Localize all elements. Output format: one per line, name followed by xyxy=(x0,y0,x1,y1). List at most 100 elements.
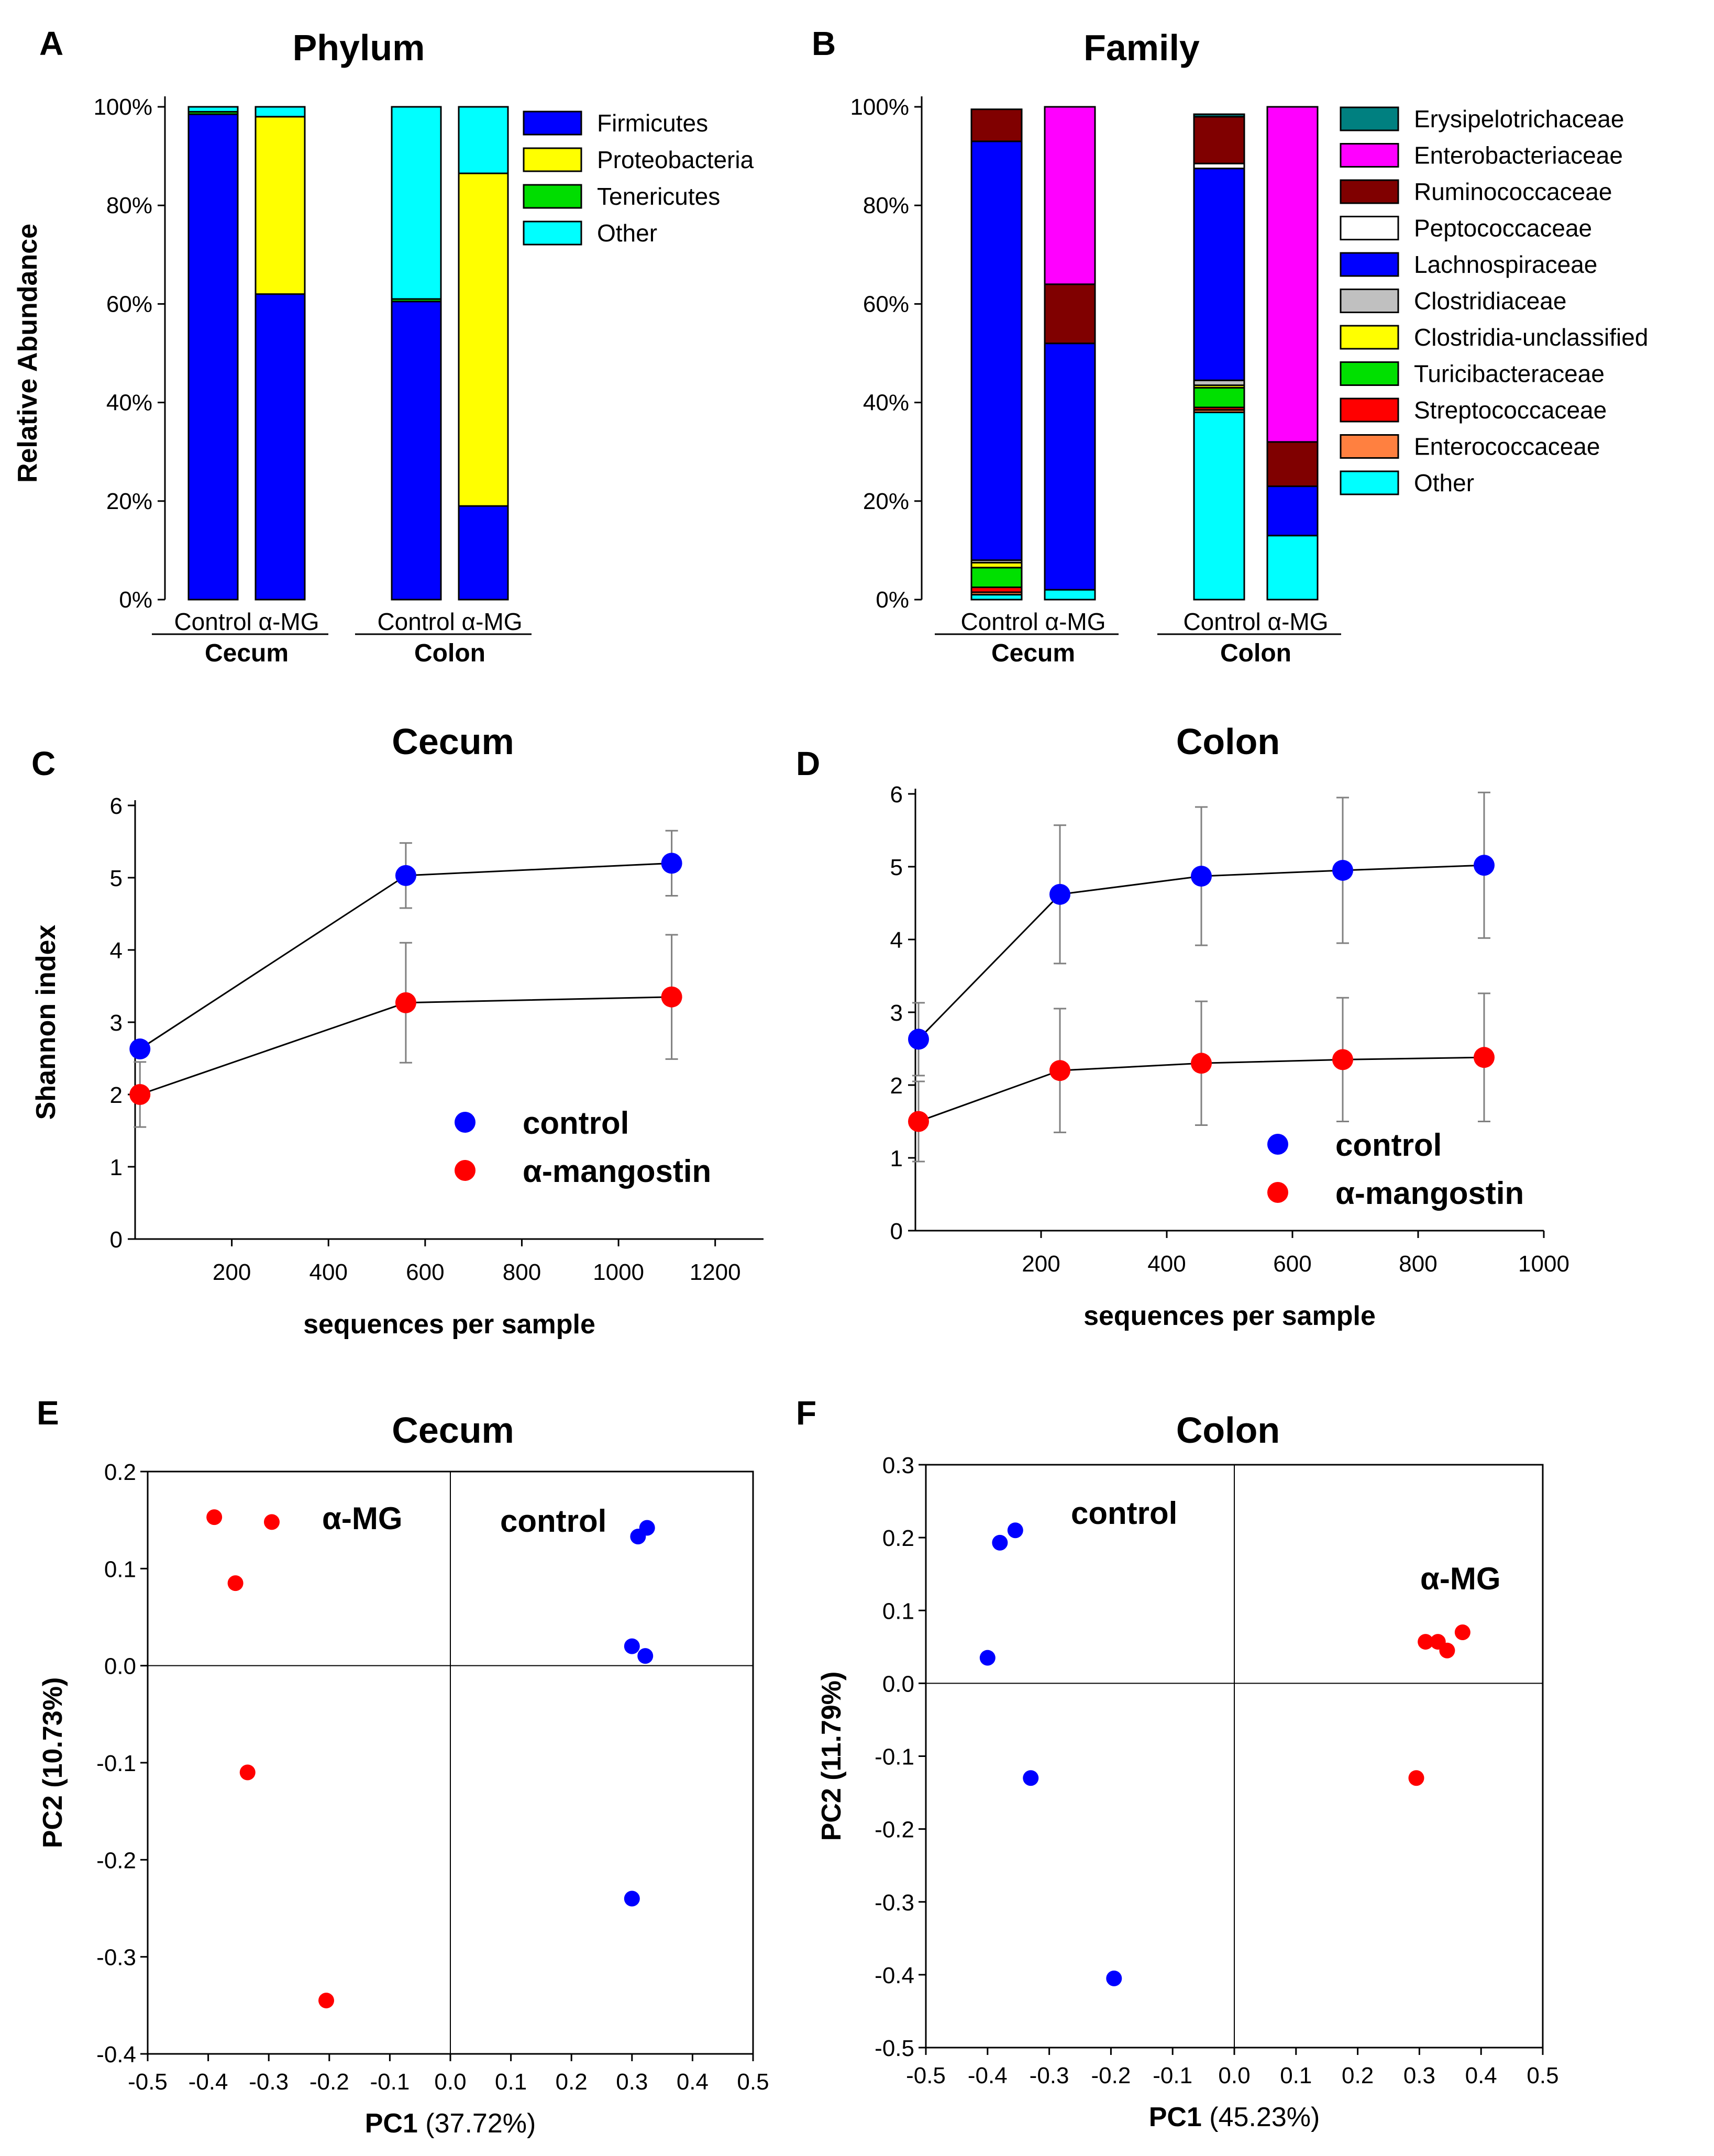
y-tick-label: -0.4 xyxy=(96,2042,136,2067)
y-tick-label: 0.0 xyxy=(104,1654,136,1679)
annotation-control: control xyxy=(1071,1496,1177,1531)
bar-segment-other xyxy=(1193,411,1245,601)
scatter-point-control xyxy=(979,1650,996,1666)
scatter-point-alpha-mg xyxy=(1408,1770,1424,1786)
x-tick-label: 0.5 xyxy=(1527,2063,1558,2088)
legend-label-clostridiaceae: Clostridiaceae xyxy=(1414,288,1566,315)
data-point-control xyxy=(1332,859,1353,881)
scatter-point-control xyxy=(992,1534,1008,1551)
annotation-alpha-mg: α-MG xyxy=(322,1501,403,1536)
legend-label-enterobacteriaceae: Enterobacteriaceae xyxy=(1414,142,1623,169)
x-tick-label: 0.1 xyxy=(1280,2063,1312,2088)
legend-swatch-ruminococcaceae xyxy=(1340,179,1399,204)
legend-marker-alpha-mangostin xyxy=(1267,1182,1288,1203)
legend-label-firmicutes: Firmicutes xyxy=(597,109,708,137)
x-tick-label: -0.1 xyxy=(370,2069,410,2095)
legend-swatch-other xyxy=(1340,470,1399,495)
legend-marker-control xyxy=(455,1112,476,1133)
x-tick-label: -0.2 xyxy=(1091,2063,1131,2088)
legend-swatch-streptococcaceae xyxy=(1340,397,1399,423)
data-point-alpha-mangostin xyxy=(908,1111,929,1132)
y-tick-label: 5 xyxy=(890,855,903,880)
legend-swatch-proteobacteria xyxy=(523,147,582,172)
x-axis-label-name: PC1 xyxy=(365,2108,426,2139)
scatter-point-control xyxy=(1106,1970,1122,1986)
panel-letter-b: B xyxy=(812,25,836,62)
bar-segment-firmicutes xyxy=(255,293,306,601)
legend-swatch-firmicutes xyxy=(523,110,582,136)
legend-label-peptococcaceae: Peptococcaceae xyxy=(1414,215,1592,242)
annotation-control: control xyxy=(500,1503,606,1539)
panel-letter-f: F xyxy=(796,1394,816,1432)
y-tick-label: 0.1 xyxy=(882,1598,914,1624)
scatter-point-alpha-mg xyxy=(227,1575,244,1591)
y-tick-label: 100% xyxy=(93,94,152,120)
y-tick-label: 4 xyxy=(110,938,123,964)
scatter-point-control xyxy=(630,1529,646,1545)
legend-label-tenericutes: Tenericutes xyxy=(597,183,720,210)
y-tick-label: 0.1 xyxy=(104,1556,136,1582)
y-tick-label: 0% xyxy=(119,587,152,613)
x-tick-label: 0.3 xyxy=(1403,2063,1435,2088)
y-tick-label: 0.2 xyxy=(882,1525,914,1551)
legend-label-other: Other xyxy=(1414,469,1474,496)
legend-swatch-enterobacteriaceae xyxy=(1340,143,1399,168)
legend-swatch-clostridia-unclassified xyxy=(1340,325,1399,350)
data-point-control xyxy=(661,853,682,874)
y-tick-label: 0 xyxy=(110,1227,123,1253)
data-point-alpha-mangostin xyxy=(129,1084,151,1105)
y-tick-label: -0.5 xyxy=(875,2036,914,2061)
bar-segment-lachnospiraceae xyxy=(1266,485,1319,537)
data-point-alpha-mangostin xyxy=(1332,1049,1353,1070)
x-tick-label: 600 xyxy=(1273,1251,1311,1277)
x-tick-label: -0.4 xyxy=(189,2069,228,2095)
y-tick-label: 6 xyxy=(890,782,903,808)
y-tick-label: -0.1 xyxy=(875,1744,914,1770)
scatter-point-alpha-mg xyxy=(1454,1624,1470,1640)
bar-segment-other xyxy=(255,106,306,118)
group-name-cecum: Cecum xyxy=(991,639,1075,667)
x-tick-label: 400 xyxy=(309,1259,348,1285)
data-point-alpha-mangostin xyxy=(1474,1047,1495,1068)
x-tick-label: -0.4 xyxy=(968,2063,1008,2088)
bar-segment-lachnospiraceae xyxy=(1044,342,1096,591)
bar-segment-proteobacteria xyxy=(255,116,306,295)
scatter-point-control xyxy=(1023,1770,1039,1786)
x-tick-label: 0.0 xyxy=(1218,2063,1250,2088)
y-axis-label: PC2 (10.73%) xyxy=(38,1677,68,1849)
group-sample-labels: Control α-MG xyxy=(1183,608,1328,635)
legend-swatch-erysipelotrichaceae xyxy=(1340,106,1399,131)
x-axis-label-percent: (45.23%) xyxy=(1209,2102,1320,2132)
legend-marker-alpha-mangostin xyxy=(455,1160,476,1181)
legend-label-erysipelotrichaceae: Erysipelotrichaceae xyxy=(1414,105,1624,132)
panel-letter-a: A xyxy=(39,25,63,62)
data-point-control xyxy=(1474,855,1495,876)
scatter-point-control xyxy=(637,1648,654,1664)
chart-title: Phylum xyxy=(293,27,425,68)
x-tick-label: 0.5 xyxy=(737,2069,769,2095)
legend-label-enterococcaceae: Enterococcaceae xyxy=(1414,433,1600,460)
y-tick-label: 4 xyxy=(890,927,903,953)
y-tick-label: -0.1 xyxy=(96,1751,136,1776)
y-tick-label: 0% xyxy=(876,587,909,613)
chart-title: Colon xyxy=(1176,1410,1280,1451)
data-point-control xyxy=(129,1038,151,1060)
legend-swatch-tenericutes xyxy=(523,184,582,209)
data-point-control xyxy=(1049,883,1070,905)
y-tick-label: 80% xyxy=(863,193,909,218)
x-tick-label: 0.3 xyxy=(616,2069,648,2095)
bar-segment-ruminococcaceae xyxy=(970,108,1023,142)
y-tick-label: 0.2 xyxy=(104,1460,136,1485)
legend-swatch-lachnospiraceae xyxy=(1340,252,1399,277)
x-axis-label: PC1 (45.23%) xyxy=(1149,2102,1320,2132)
bar-segment-proteobacteria xyxy=(458,172,509,507)
x-tick-label: 200 xyxy=(213,1259,251,1285)
panel-c-cecum-rarefaction: Cecum Shannon index sequences per sample 0 1… xyxy=(31,721,764,1340)
x-axis-label-percent: (37.72%) xyxy=(425,2108,536,2139)
x-axis-label: PC1 (37.72%) xyxy=(365,2108,536,2139)
y-tick-label: 3 xyxy=(110,1010,123,1036)
data-point-control xyxy=(908,1029,929,1050)
y-tick-label: -0.2 xyxy=(875,1817,914,1843)
legend-label-other: Other xyxy=(597,219,657,247)
